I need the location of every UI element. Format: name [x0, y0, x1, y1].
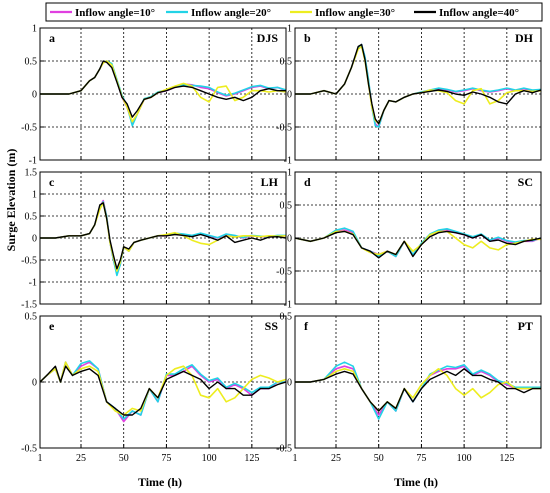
panels: -1 -0.5 0 0.5 1 a DJS -1 -0.5 0 0.5 1 b DH -1.5 -1 -0.5 0… — [21, 24, 542, 464]
x-axis-label-left: Time (h) — [138, 475, 182, 489]
x-tick-label: 1 — [293, 453, 298, 464]
panel-a: -1 -0.5 0 0.5 1 a DJS — [21, 24, 287, 167]
x-tick-label: 100 — [457, 453, 472, 464]
panel-letter: e — [49, 319, 55, 333]
y-tick-label: -0.5 — [276, 444, 292, 455]
y-tick-label: 0 — [287, 378, 292, 389]
series-line-4 — [295, 230, 541, 259]
series-line-4 — [40, 60, 286, 118]
series-line-4 — [295, 368, 541, 412]
panel-letter: d — [304, 175, 311, 189]
x-axis-label-right: Time (h) — [394, 475, 438, 489]
y-tick-label: 1 — [32, 190, 37, 201]
y-tick-label: -0.5 — [21, 444, 37, 455]
y-tick-label: 0.5 — [25, 57, 38, 68]
y-tick-label: -0.5 — [21, 256, 37, 267]
y-tick-label: -1 — [284, 300, 292, 311]
legend-label-1: Inflow angle=10° — [75, 7, 155, 19]
x-tick-label: 100 — [202, 453, 217, 464]
x-tick-label: 25 — [76, 453, 86, 464]
x-tick-label: 125 — [499, 453, 514, 464]
panel-station: DJS — [257, 31, 279, 45]
y-tick-label: 1 — [287, 24, 292, 35]
y-tick-label: 0.5 — [280, 201, 293, 212]
panel-station: DH — [515, 31, 534, 45]
x-tick-label: 50 — [374, 453, 384, 464]
y-tick-label: -0.5 — [21, 123, 37, 134]
series-line-4 — [40, 202, 286, 270]
y-tick-label: 0.5 — [280, 312, 293, 323]
series-line-4 — [40, 365, 286, 416]
series-line-2 — [295, 361, 541, 420]
panel-station: SS — [265, 319, 279, 333]
legend-label-3: Inflow angle=30° — [315, 7, 395, 19]
panel-c: -1.5 -1 -0.5 0 0.5 1 1.5 c LH — [21, 168, 287, 311]
y-tick-label: 0.5 — [25, 212, 38, 223]
y-tick-label: -1.5 — [21, 300, 37, 311]
panel-d: -1 -0.5 0 0.5 1 d SC — [276, 168, 542, 311]
y-tick-label: 0 — [32, 90, 37, 101]
y-tick-label: 1 — [32, 24, 37, 35]
y-tick-label: -0.5 — [276, 123, 292, 134]
panel-station: SC — [518, 175, 533, 189]
y-tick-label: 0 — [287, 90, 292, 101]
y-tick-label: 1 — [287, 168, 292, 179]
y-tick-label: -1 — [29, 278, 37, 289]
panel-letter: b — [304, 31, 311, 45]
y-tick-label: 0.5 — [280, 57, 293, 68]
x-tick-label: 125 — [244, 453, 259, 464]
x-tick-label: 75 — [161, 453, 171, 464]
y-tick-label: -0.5 — [276, 267, 292, 278]
x-tick-label: 1 — [38, 453, 43, 464]
x-tick-label: 25 — [331, 453, 341, 464]
y-tick-label: 0 — [32, 234, 37, 245]
legend-label-4: Inflow angle=40° — [439, 7, 519, 19]
panel-letter: a — [49, 31, 55, 45]
panel-letter: c — [49, 175, 55, 189]
y-tick-label: 0 — [32, 378, 37, 389]
y-tick-label: 0.5 — [25, 312, 38, 323]
panel-letter: f — [304, 319, 309, 333]
legend-label-2: Inflow angle=20° — [191, 7, 271, 19]
series-line-4 — [295, 43, 541, 125]
y-tick-label: -1 — [29, 156, 37, 167]
x-tick-label: 50 — [119, 453, 129, 464]
panel-station: LH — [261, 175, 279, 189]
legend: Inflow angle=10° Inflow angle=20° Inflow a… — [45, 2, 543, 22]
y-tick-label: 1.5 — [25, 168, 38, 179]
panel-b: -1 -0.5 0 0.5 1 b DH — [276, 24, 542, 167]
y-axis-label: Surge Elevation (m) — [4, 149, 18, 252]
series-line-3 — [295, 367, 541, 412]
x-tick-label: 75 — [416, 453, 426, 464]
panel-station: PT — [518, 319, 533, 333]
y-tick-label: 0 — [287, 234, 292, 245]
y-tick-label: -1 — [284, 156, 292, 167]
